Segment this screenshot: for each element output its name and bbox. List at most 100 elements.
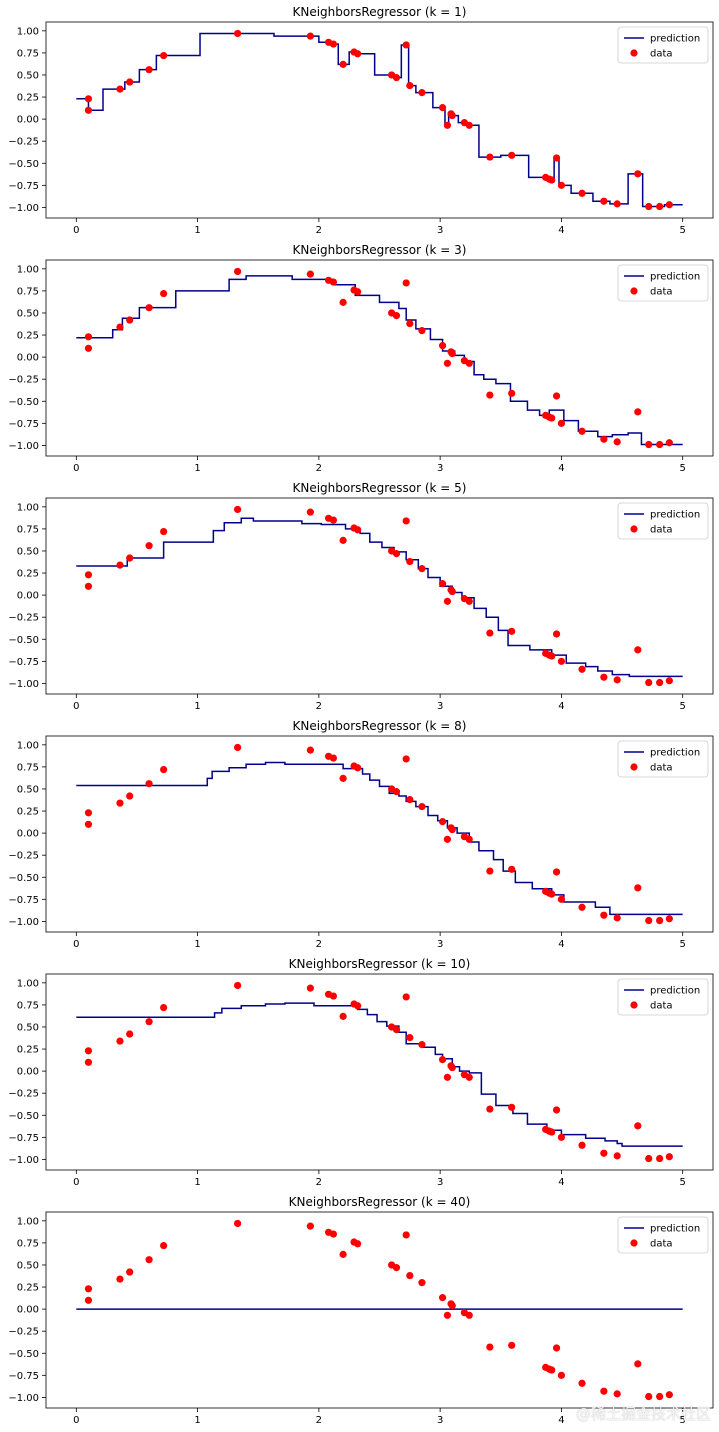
data-point xyxy=(234,505,242,514)
legend-marker-swatch xyxy=(630,525,638,533)
data-point xyxy=(402,279,410,287)
data-point xyxy=(418,1041,426,1049)
y-tick-label: −1.00 xyxy=(8,679,39,690)
prediction-line xyxy=(76,275,683,446)
legend: prediction data xyxy=(617,978,709,1016)
data-point xyxy=(557,657,566,665)
legend-label-data: data xyxy=(650,763,673,774)
y-tick-label: 0.25 xyxy=(17,1045,39,1056)
data-point xyxy=(306,1222,314,1230)
legend-marker-swatch xyxy=(630,287,638,295)
y-tick-label: −1.00 xyxy=(8,1155,39,1166)
x-tick-label: 0 xyxy=(73,225,79,236)
data-point xyxy=(402,517,410,525)
legend-label-prediction: prediction xyxy=(650,34,700,45)
x-tick-label: 5 xyxy=(679,939,685,950)
data-point xyxy=(465,1073,473,1081)
data-point xyxy=(234,743,242,752)
data-point xyxy=(116,85,124,93)
data-point xyxy=(645,678,653,687)
legend-label-prediction: prediction xyxy=(650,748,700,759)
y-tick-label: 0.25 xyxy=(17,569,39,580)
y-tick-label: 0.25 xyxy=(17,1283,39,1294)
data-point xyxy=(126,1268,134,1276)
data-point xyxy=(548,652,556,660)
legend: prediction data xyxy=(617,1216,709,1254)
data-point xyxy=(613,200,621,208)
data-point xyxy=(392,550,401,558)
prediction-line xyxy=(76,1002,683,1147)
data-point xyxy=(665,1391,673,1399)
y-tick-label: 0.00 xyxy=(17,115,39,126)
y-tick-label: 1.00 xyxy=(17,264,39,275)
data-point xyxy=(418,565,426,573)
legend-label-data: data xyxy=(650,1239,673,1250)
y-tick-label: 0.75 xyxy=(17,762,39,773)
data-point xyxy=(552,868,561,876)
x-tick-label: 3 xyxy=(437,1177,443,1188)
data-point xyxy=(486,391,494,399)
data-point xyxy=(329,40,338,48)
prediction-line xyxy=(76,517,683,678)
y-tick-label: −0.50 xyxy=(8,1349,39,1360)
data-point xyxy=(339,536,347,544)
y-tick-label: 0.75 xyxy=(17,1000,39,1011)
y-tick-label: 1.00 xyxy=(17,502,39,513)
data-point xyxy=(578,427,586,435)
data-point xyxy=(656,1392,664,1401)
data-point xyxy=(339,60,347,68)
data-point xyxy=(438,1294,447,1302)
data-point xyxy=(634,646,642,654)
x-tick-label: 2 xyxy=(316,225,322,236)
data-point xyxy=(392,788,401,796)
data-point xyxy=(548,176,556,184)
data-point xyxy=(126,78,134,86)
data-point xyxy=(600,673,608,681)
data-point xyxy=(557,181,566,189)
subplot-title: KNeighborsRegressor (k = 3) xyxy=(292,243,466,257)
prediction-line xyxy=(76,32,683,208)
y-tick-label: −0.75 xyxy=(8,895,39,906)
data-point xyxy=(443,121,452,129)
data-point xyxy=(145,780,153,788)
data-point xyxy=(116,323,124,331)
data-point xyxy=(613,914,621,922)
data-point xyxy=(145,1256,153,1264)
x-tick-label: 5 xyxy=(679,463,685,474)
data-point xyxy=(406,795,414,804)
x-tick-label: 3 xyxy=(437,1415,443,1426)
subplot-title: KNeighborsRegressor (k = 40) xyxy=(289,1195,471,1209)
data-point xyxy=(448,349,456,358)
x-tick-label: 0 xyxy=(73,701,79,712)
subplot-5: KNeighborsRegressor (k = 10) 0 1 2 3 4 5 1.00 0.… xyxy=(8,957,714,1188)
x-tick-label: 2 xyxy=(316,1415,322,1426)
y-tick-label: 0.50 xyxy=(17,784,39,795)
data-point xyxy=(402,755,410,763)
x-tick-label: 3 xyxy=(437,701,443,712)
y-tick-label: −1.00 xyxy=(8,441,39,452)
x-tick-label: 0 xyxy=(73,463,79,474)
x-tick-label: 5 xyxy=(679,701,685,712)
data-point xyxy=(306,984,314,992)
data-point xyxy=(656,202,664,211)
y-tick-label: −0.75 xyxy=(8,1133,39,1144)
data-point xyxy=(402,41,410,49)
data-point xyxy=(234,29,242,38)
data-point xyxy=(613,676,621,684)
subplot-3: KNeighborsRegressor (k = 5) 0 1 2 3 4 5 1.00 0.7… xyxy=(8,481,714,712)
legend-box xyxy=(617,740,709,778)
data-point xyxy=(84,1047,93,1055)
data-point xyxy=(329,278,338,286)
x-tick-label: 2 xyxy=(316,701,322,712)
y-tick-label: 0.00 xyxy=(17,591,39,602)
data-point xyxy=(548,414,556,422)
data-point xyxy=(548,890,556,898)
data-point xyxy=(448,1301,456,1310)
x-tick-label: 3 xyxy=(437,225,443,236)
data-point xyxy=(234,1219,242,1228)
subplot-4: KNeighborsRegressor (k = 8) 0 1 2 3 4 5 1.00 0.7… xyxy=(8,719,714,950)
legend-label-prediction: prediction xyxy=(650,1224,700,1235)
y-tick-label: −1.00 xyxy=(8,203,39,214)
data-point xyxy=(665,439,673,447)
